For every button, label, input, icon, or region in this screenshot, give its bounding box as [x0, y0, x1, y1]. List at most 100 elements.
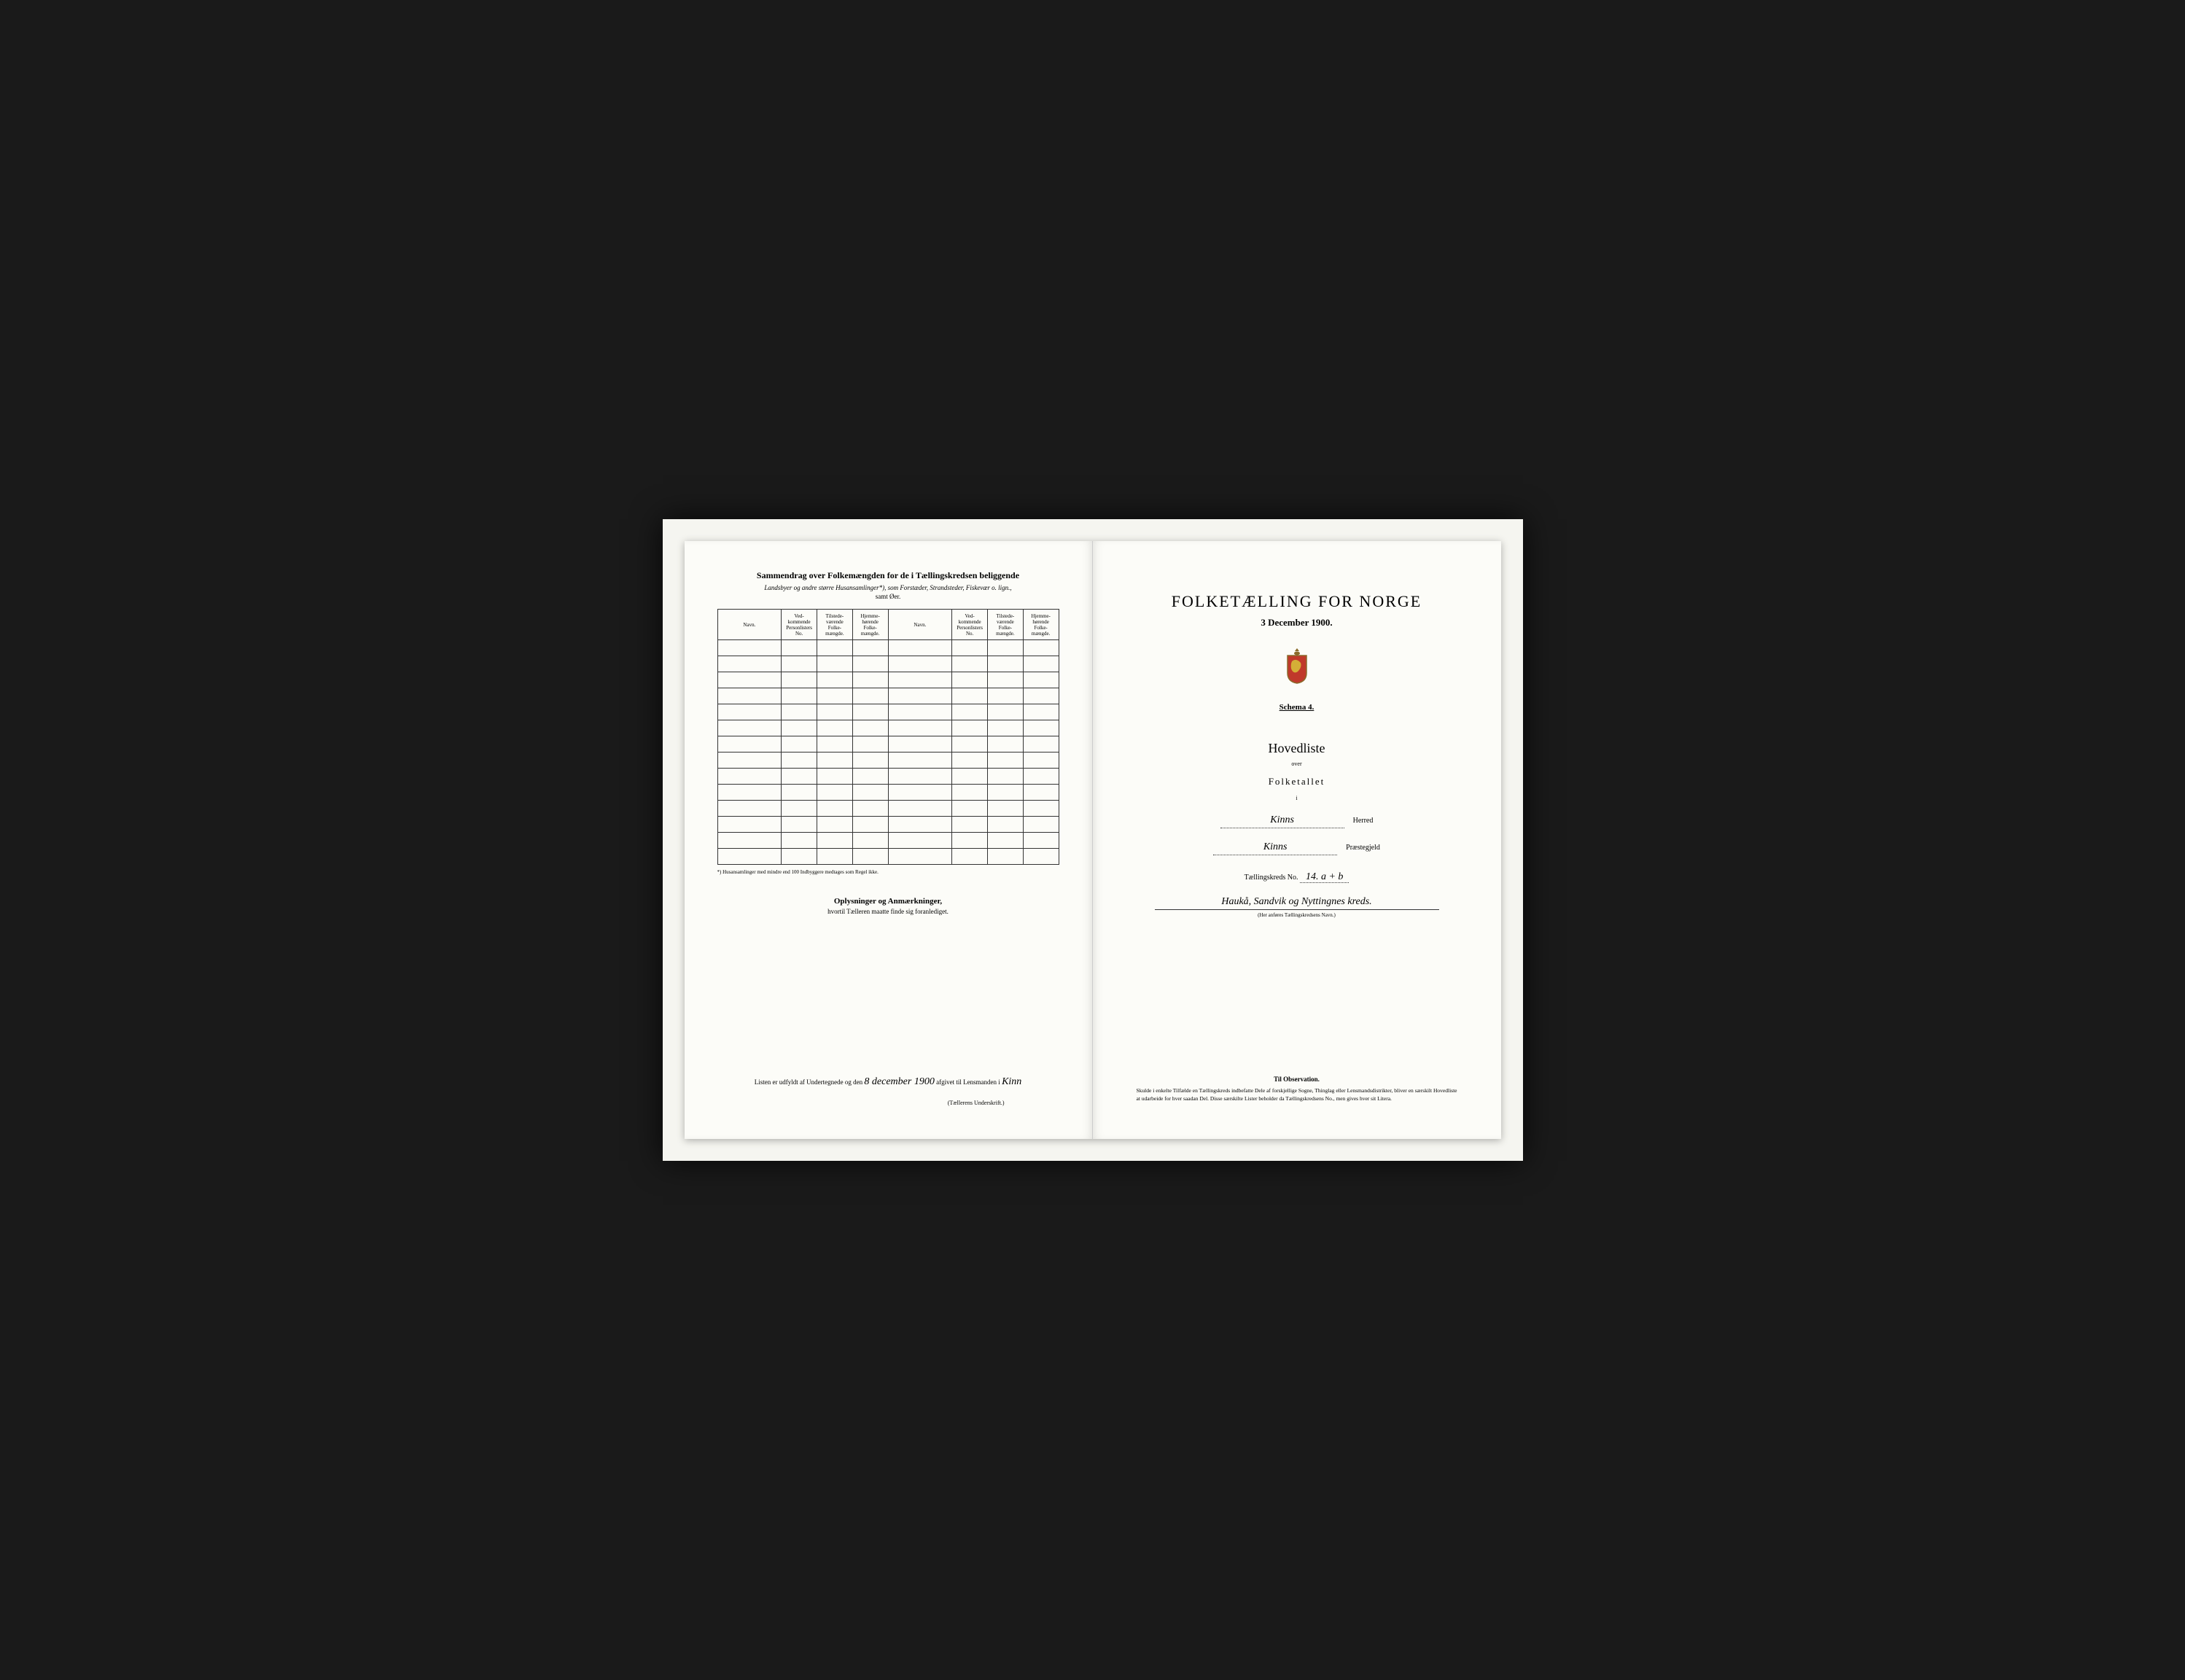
- col-personlister-1: Ved-kommende Personlisters No.: [782, 610, 817, 640]
- table-cell: [988, 720, 1024, 736]
- table-cell: [717, 833, 782, 849]
- table-cell: [1023, 769, 1059, 785]
- table-cell: [888, 817, 952, 833]
- table-cell: [952, 656, 988, 672]
- census-title: FOLKETÆLLING FOR NORGE: [1126, 592, 1468, 611]
- prestegjeld-label: Præstegjeld: [1346, 844, 1380, 852]
- signature-underscript: (Tællerens Underskrift.): [948, 1100, 1005, 1106]
- table-cell: [952, 704, 988, 720]
- table-cell: [952, 672, 988, 688]
- observation-block: Til Observation. Skulde i enkelte Tilfæl…: [1137, 1076, 1457, 1102]
- table-cell: [852, 736, 888, 752]
- table-cell: [717, 688, 782, 704]
- table-cell: [888, 785, 952, 801]
- table-cell: [782, 769, 817, 785]
- table-cell: [1023, 672, 1059, 688]
- table-row: [717, 656, 1059, 672]
- table-cell: [952, 736, 988, 752]
- left-page: Sammendrag over Folkemængden for de i Tæ…: [685, 541, 1093, 1139]
- table-cell: [717, 736, 782, 752]
- table-row: [717, 736, 1059, 752]
- table-row: [717, 801, 1059, 817]
- table-cell: [888, 849, 952, 865]
- table-cell: [888, 752, 952, 769]
- table-cell: [888, 656, 952, 672]
- tkreds-name: Haukå, Sandvik og Nyttingnes kreds.: [1155, 896, 1439, 910]
- table-cell: [782, 833, 817, 849]
- open-book: Sammendrag over Folkemængden for de i Tæ…: [685, 541, 1501, 1139]
- table-cell: [888, 704, 952, 720]
- table-cell: [817, 769, 853, 785]
- table-cell: [817, 688, 853, 704]
- table-cell: [1023, 640, 1059, 656]
- table-cell: [852, 817, 888, 833]
- table-cell: [782, 720, 817, 736]
- table-cell: [852, 801, 888, 817]
- table-cell: [988, 672, 1024, 688]
- tkreds-label: Tællingskreds No.: [1245, 874, 1298, 882]
- table-cell: [817, 752, 853, 769]
- table-cell: [952, 720, 988, 736]
- summary-title: Sammendrag over Folkemængden for de i Tæ…: [717, 570, 1059, 581]
- table-cell: [988, 769, 1024, 785]
- table-cell: [1023, 849, 1059, 865]
- observation-text: Skulde i enkelte Tilfælde en Tællingskre…: [1137, 1087, 1457, 1102]
- footnote: *) Husansamlinger med mindre end 100 Ind…: [717, 869, 1059, 875]
- table-cell: [852, 769, 888, 785]
- table-cell: [717, 817, 782, 833]
- table-cell: [988, 656, 1024, 672]
- herred-value: Kinns: [1220, 814, 1344, 828]
- table-cell: [988, 833, 1024, 849]
- table-cell: [888, 688, 952, 704]
- folketallet-label: Folketallet: [1126, 776, 1468, 788]
- table-cell: [717, 720, 782, 736]
- table-cell: [952, 801, 988, 817]
- table-cell: [888, 736, 952, 752]
- table-cell: [988, 736, 1024, 752]
- table-cell: [782, 785, 817, 801]
- table-row: [717, 720, 1059, 736]
- table-cell: [1023, 736, 1059, 752]
- sig-prefix: Listen er udfyldt af Undertegnede og den: [755, 1078, 862, 1086]
- table-cell: [952, 849, 988, 865]
- table-cell: [852, 833, 888, 849]
- herred-row: Kinns Herred: [1126, 814, 1468, 828]
- table-cell: [782, 849, 817, 865]
- observation-title: Til Observation.: [1137, 1076, 1457, 1083]
- hovedliste-title: Hovedliste: [1126, 741, 1468, 756]
- subtitle-text-1: Landsbyer og andre større Husansamlinger…: [764, 584, 1011, 591]
- table-cell: [1023, 833, 1059, 849]
- table-cell: [952, 688, 988, 704]
- table-cell: [988, 640, 1024, 656]
- col-tilstede-2: Tilstede-værende Folke-mængde.: [988, 610, 1024, 640]
- prestegjeld-row: Kinns Præstegjeld: [1126, 841, 1468, 855]
- table-cell: [717, 769, 782, 785]
- table-row: [717, 833, 1059, 849]
- table-cell: [782, 688, 817, 704]
- table-row: [717, 672, 1059, 688]
- table-cell: [852, 785, 888, 801]
- table-cell: [717, 785, 782, 801]
- table-cell: [988, 785, 1024, 801]
- sig-mid: afgivet til Lensmanden i: [936, 1078, 1000, 1086]
- table-cell: [888, 672, 952, 688]
- col-hjemme-1: Hjemme-hørende Folke-mængde.: [852, 610, 888, 640]
- table-body: [717, 640, 1059, 865]
- table-cell: [988, 817, 1024, 833]
- table-cell: [817, 785, 853, 801]
- table-cell: [817, 817, 853, 833]
- table-cell: [988, 704, 1024, 720]
- table-row: [717, 704, 1059, 720]
- summary-table: Navn. Ved-kommende Personlisters No. Til…: [717, 609, 1059, 865]
- coat-of-arms: [1126, 647, 1468, 685]
- census-date: 3 December 1900.: [1126, 617, 1468, 629]
- table-cell: [1023, 656, 1059, 672]
- table-row: [717, 688, 1059, 704]
- table-cell: [817, 801, 853, 817]
- table-cell: [852, 720, 888, 736]
- table-row: [717, 769, 1059, 785]
- table-row: [717, 817, 1059, 833]
- tkreds-row: Tællingskreds No. 14. a + b: [1126, 871, 1468, 883]
- table-header-row: Navn. Ved-kommende Personlisters No. Til…: [717, 610, 1059, 640]
- table-cell: [817, 704, 853, 720]
